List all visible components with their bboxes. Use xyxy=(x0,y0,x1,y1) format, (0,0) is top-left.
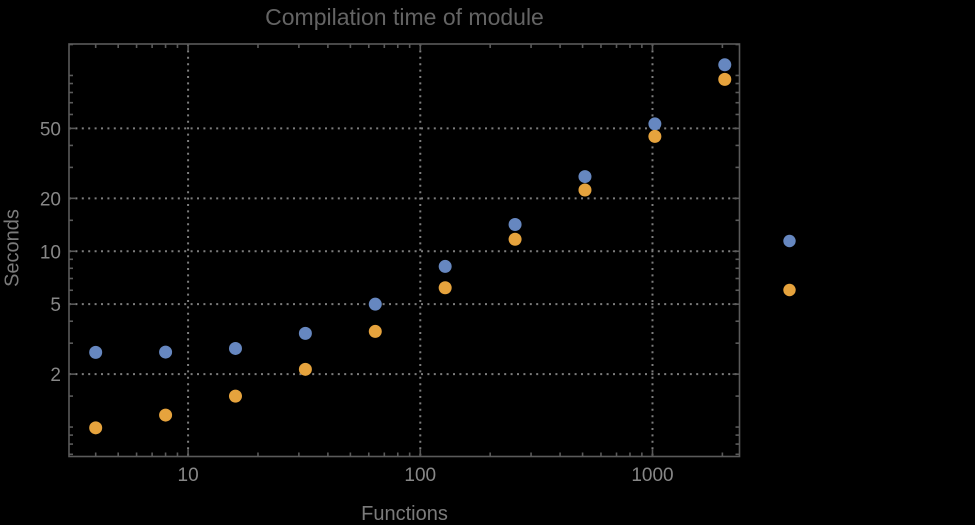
data-point-series-1-blue xyxy=(648,117,662,131)
data-point-series-1-blue xyxy=(89,345,103,359)
legend-markers xyxy=(783,234,796,297)
gridlines xyxy=(69,44,740,457)
data-point-series-2-orange xyxy=(718,72,732,86)
legend-marker-series-2-orange xyxy=(783,283,796,297)
data-points xyxy=(89,58,732,435)
data-point-series-2-orange xyxy=(298,362,312,376)
data-point-series-2-orange xyxy=(159,408,173,422)
data-point-series-2-orange xyxy=(228,389,242,403)
tick-labels: 10 100 1000 2 5 10 20 50 xyxy=(40,119,674,486)
data-point-series-1-blue xyxy=(438,259,452,273)
data-point-series-1-blue xyxy=(718,58,732,72)
data-point-series-1-blue xyxy=(368,297,382,311)
plot-frame xyxy=(68,43,741,458)
data-point-series-2-orange xyxy=(89,421,103,435)
x-tick-label: 1000 xyxy=(631,465,673,486)
y-tick-label: 20 xyxy=(40,189,61,210)
legend-marker-series-1-blue xyxy=(783,234,796,248)
axis-ticks xyxy=(69,43,740,457)
x-tick-label: 10 xyxy=(178,465,199,486)
data-point-series-2-orange xyxy=(648,129,662,143)
data-point-series-2-orange xyxy=(368,324,382,338)
y-tick-label: 50 xyxy=(40,119,61,140)
data-point-series-1-blue xyxy=(159,345,173,359)
data-point-series-1-blue xyxy=(228,341,242,355)
data-point-series-1-blue xyxy=(578,170,592,184)
y-tick-label: 10 xyxy=(40,242,61,263)
data-point-series-2-orange xyxy=(438,281,452,295)
y-tick-label: 2 xyxy=(50,365,61,386)
data-point-series-1-blue xyxy=(298,326,312,340)
data-point-series-1-blue xyxy=(508,217,522,231)
chart-title: Compilation time of module xyxy=(265,4,544,30)
data-point-series-2-orange xyxy=(508,232,522,246)
x-axis-label: Functions xyxy=(361,503,448,525)
x-tick-label: 100 xyxy=(404,465,436,486)
plot-frame-group xyxy=(68,43,741,458)
y-tick-label: 5 xyxy=(50,295,61,316)
data-point-series-2-orange xyxy=(578,183,592,197)
